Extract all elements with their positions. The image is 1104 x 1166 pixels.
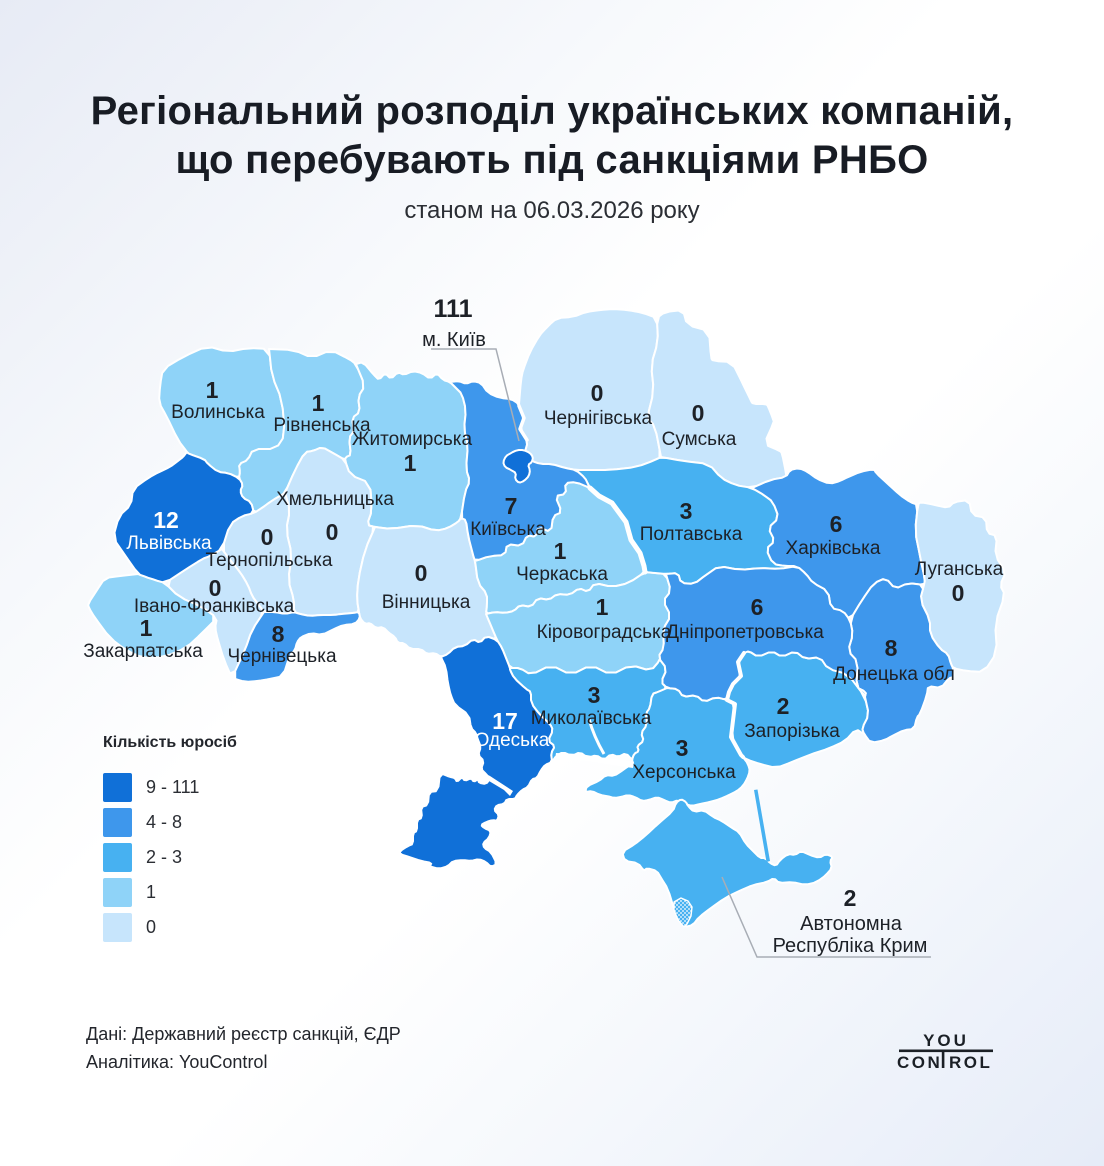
svg-text:CON: CON [897,1053,942,1072]
svg-text:1: 1 [312,390,325,416]
svg-text:Закарпатська: Закарпатська [83,641,203,662]
svg-text:Донецька обл: Донецька обл [833,664,955,685]
svg-text:Житомирська: Житомирська [352,429,473,450]
svg-text:Черкаська: Черкаська [516,564,608,585]
svg-text:Республіка Крим: Республіка Крим [773,935,928,957]
svg-text:2: 2 [777,693,790,719]
svg-text:Волинська: Волинська [171,402,265,423]
svg-text:Харківська: Харківська [786,538,881,559]
svg-text:1: 1 [554,538,567,564]
svg-text:Одеська: Одеська [475,730,550,751]
svg-text:8: 8 [885,635,898,661]
svg-text:0: 0 [261,524,274,550]
svg-text:Миколаївська: Миколаївська [531,708,652,729]
svg-text:3: 3 [588,682,601,708]
svg-text:0: 0 [209,575,222,601]
svg-text:1: 1 [140,615,153,641]
svg-text:Хмельницька: Хмельницька [276,489,394,510]
svg-text:Рівненська: Рівненська [273,415,371,436]
svg-text:0: 0 [952,580,965,606]
svg-text:1: 1 [206,377,219,403]
svg-text:Івано-Франківська: Івано-Франківська [134,596,295,617]
svg-text:8: 8 [272,621,285,647]
svg-text:Херсонська: Херсонська [632,762,736,783]
svg-text:Київська: Київська [470,519,546,540]
svg-text:YOU: YOU [923,1031,969,1050]
svg-text:Вінницька: Вінницька [382,592,471,613]
svg-text:2: 2 [844,885,857,911]
svg-text:м. Київ: м. Київ [422,329,486,351]
svg-text:Автономна: Автономна [800,913,903,935]
svg-text:12: 12 [153,507,179,533]
svg-text:3: 3 [676,735,689,761]
svg-text:17: 17 [492,708,518,734]
svg-text:1: 1 [404,450,417,476]
svg-text:1: 1 [596,594,609,620]
svg-text:Луганська: Луганська [915,559,1004,580]
svg-text:Кіровоградська: Кіровоградська [537,622,672,643]
svg-text:111: 111 [434,295,473,323]
svg-text:0: 0 [326,519,339,545]
svg-text:Тернопільська: Тернопільська [206,550,333,571]
svg-text:0: 0 [692,400,705,426]
svg-text:0: 0 [415,560,428,586]
svg-text:Чернігівська: Чернігівська [544,408,653,429]
svg-text:6: 6 [751,594,764,620]
svg-text:3: 3 [680,498,693,524]
svg-text:Львівська: Львівська [126,533,212,554]
svg-text:Сумська: Сумська [662,429,737,450]
svg-text:7: 7 [505,493,518,519]
svg-text:6: 6 [830,511,843,537]
svg-text:0: 0 [591,380,604,406]
svg-text:ROL: ROL [949,1053,992,1072]
svg-text:Запорізька: Запорізька [744,721,840,742]
svg-text:Полтавська: Полтавська [640,524,743,545]
svg-text:Чернівецька: Чернівецька [227,646,336,667]
svg-text:Дніпропетровська: Дніпропетровська [666,622,824,643]
